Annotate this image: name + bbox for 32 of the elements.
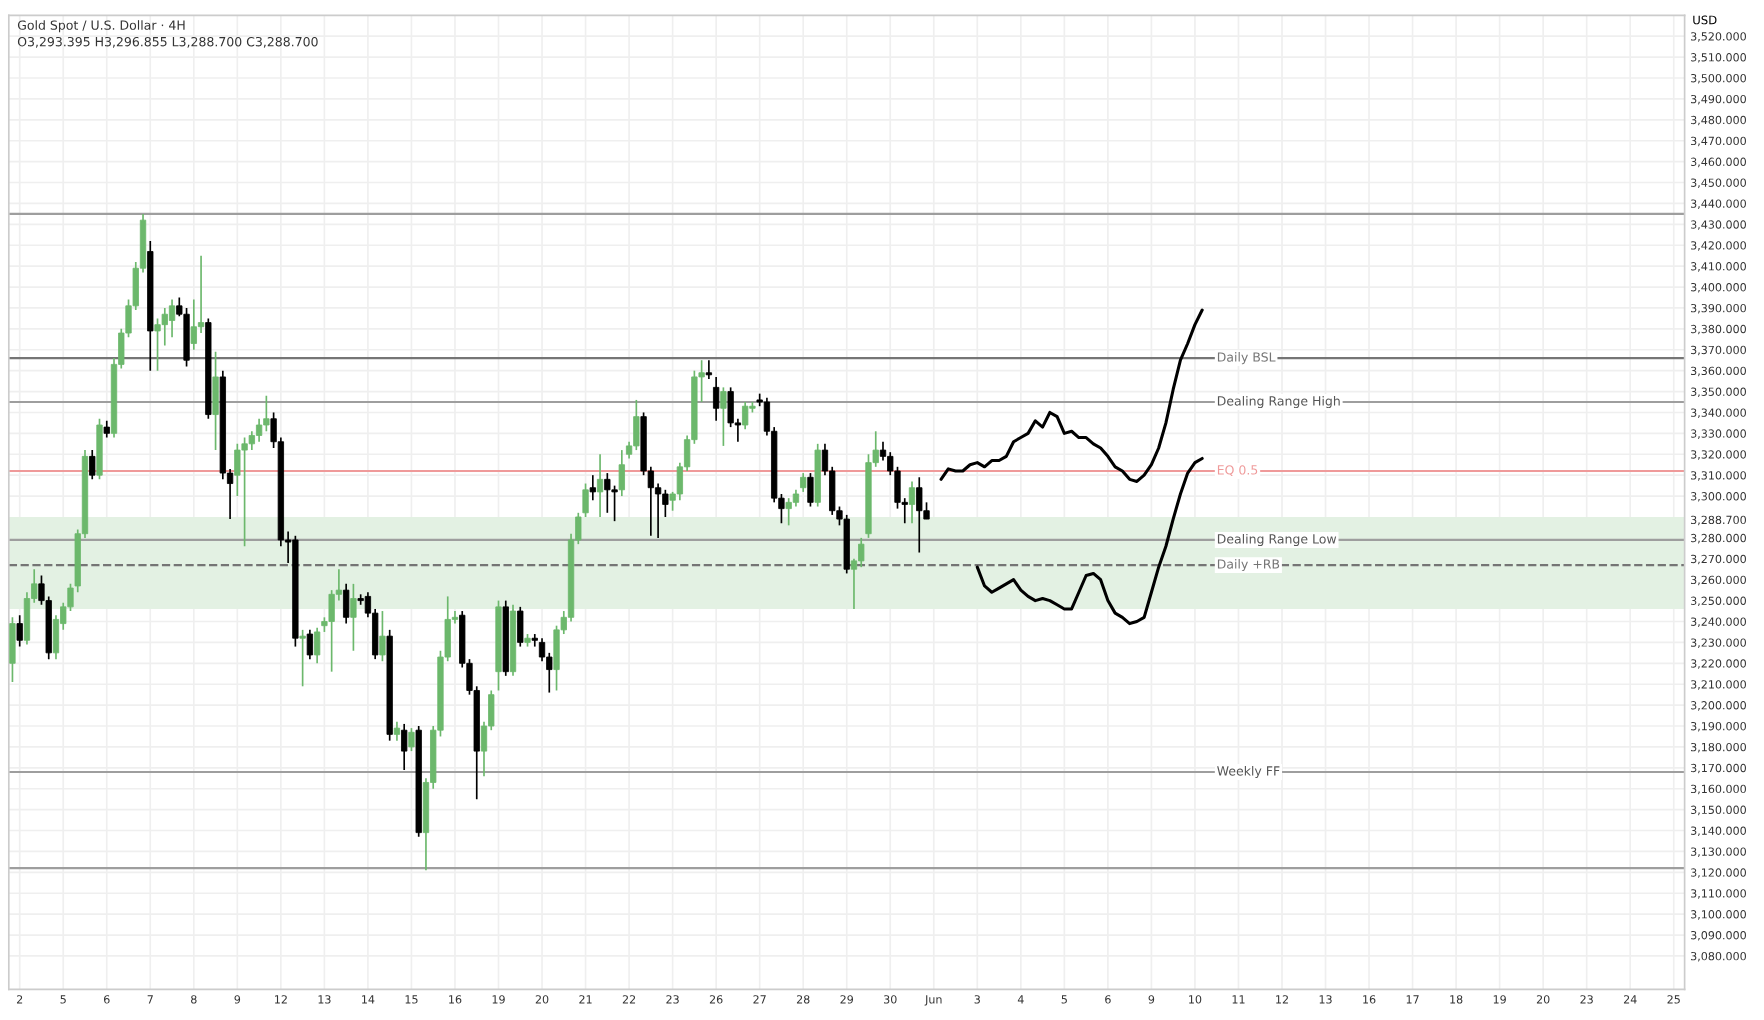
candlestick (916, 476, 923, 554)
candlestick (618, 449, 625, 497)
candlestick (705, 359, 713, 380)
candlestick (589, 474, 596, 502)
candlestick (212, 351, 219, 451)
candlestick (343, 583, 350, 625)
candlestick (604, 472, 611, 514)
candlestick (255, 417, 263, 443)
candlestick (350, 583, 357, 652)
line-series (939, 308, 1204, 483)
candlestick (408, 727, 415, 752)
candlestick (720, 386, 727, 447)
candlestick (16, 614, 23, 648)
candlestick (379, 610, 386, 663)
candlestick (401, 723, 408, 771)
candlestick (517, 606, 524, 648)
candlestick (908, 480, 916, 525)
candlestick (306, 629, 314, 660)
candlestick (89, 449, 96, 481)
candlestick (241, 436, 248, 548)
candlestick (633, 399, 640, 451)
candlestick (807, 472, 814, 508)
candlestick (393, 721, 401, 742)
candlestick (168, 298, 176, 339)
candlestick (9, 616, 16, 683)
line-series (975, 456, 1204, 626)
candlestick (742, 401, 749, 431)
candlestick (800, 472, 807, 493)
candlestick (785, 497, 792, 527)
candlestick (596, 453, 604, 518)
candlestick (299, 629, 306, 688)
candlestick (713, 376, 720, 422)
